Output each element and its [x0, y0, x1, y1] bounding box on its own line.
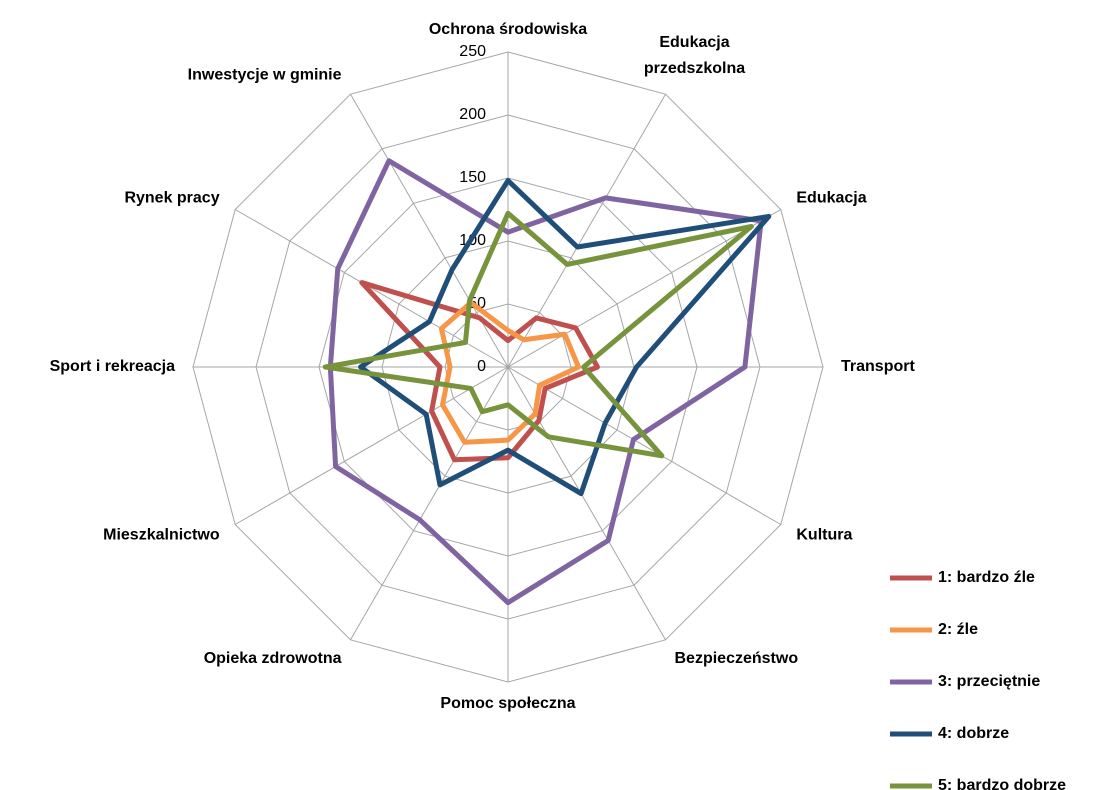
spoke: [507, 366, 782, 525]
category-label: Kultura: [796, 527, 852, 544]
legend-label: 3: przeciętnie: [938, 673, 1040, 690]
r-tick-label: 250: [459, 43, 486, 60]
category-label: Edukacja: [796, 190, 866, 207]
spoke: [350, 93, 509, 368]
spoke: [234, 366, 509, 525]
category-label: Sport i rekreacja: [50, 358, 176, 375]
series-line: [359, 280, 600, 463]
r-tick-label: 200: [459, 106, 486, 123]
spoke: [507, 209, 782, 368]
spoke: [350, 366, 509, 641]
category-label: Pomoc społeczna: [440, 695, 575, 712]
r-tick-label: 150: [459, 169, 486, 186]
legend-label: 1: bardzo źle: [938, 569, 1035, 586]
series-line: [327, 158, 764, 606]
category-label: Edukacja przedszkolna: [644, 34, 745, 77]
spoke: [507, 366, 666, 641]
legend-label: 5: bardzo dobrze: [938, 777, 1066, 790]
series-line: [358, 178, 772, 497]
legend-label: 4: dobrze: [938, 725, 1009, 742]
category-label: Transport: [841, 358, 915, 375]
category-label: Inwestycje w gminie: [188, 66, 342, 83]
legend-label: 2: źle: [938, 621, 978, 638]
category-label: Ochrona środowiska: [429, 21, 587, 38]
category-label: Mieszkalnictwo: [103, 527, 220, 544]
series-line: [322, 210, 754, 459]
category-label: Opieka zdrowotna: [204, 650, 342, 667]
series-line: [438, 300, 582, 445]
category-label: Bezpieczeństwo: [675, 650, 799, 667]
r-tick-label: 0: [477, 358, 486, 375]
category-label: Rynek pracy: [124, 190, 219, 207]
